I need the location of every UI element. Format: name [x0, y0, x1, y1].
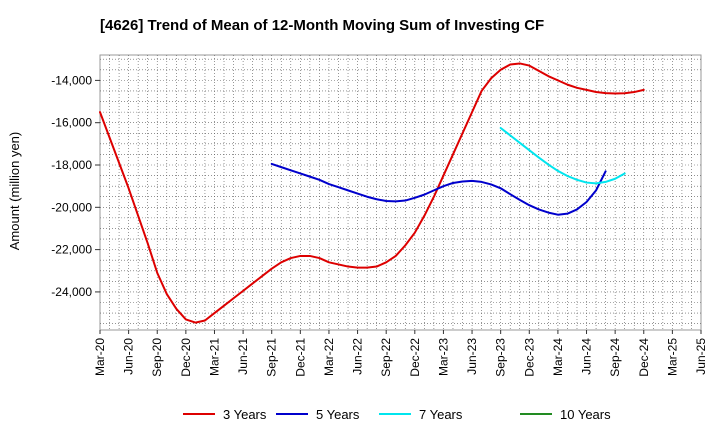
- series-line-3-years: [99, 62, 645, 324]
- series-line-5-years: [270, 162, 607, 216]
- x-tick-label: Sep-22: [379, 338, 393, 377]
- y-tick-label: -20,000: [51, 200, 92, 214]
- x-tick-label: Jun-21: [236, 338, 250, 375]
- x-tick-label: Mar-25: [665, 338, 679, 376]
- y-tick-label: -18,000: [51, 158, 92, 172]
- x-tick-label: Mar-21: [207, 338, 221, 376]
- x-tick-label: Jun-23: [465, 338, 479, 375]
- y-tick-label: -22,000: [51, 243, 92, 257]
- plot-area: [99, 54, 702, 331]
- x-axis: Mar-20 Jun-20 Sep-20 Dec-20 Mar-21 Jun-21 Sep-…: [93, 330, 708, 377]
- series-line-7-years: [499, 126, 626, 185]
- x-tick-label: Sep-20: [150, 338, 164, 377]
- x-tick-label: Jun-25: [694, 338, 708, 375]
- x-tick-label: Jun-20: [122, 338, 136, 375]
- x-tick-label: Mar-23: [436, 338, 450, 376]
- x-tick-label: Sep-23: [494, 338, 508, 377]
- x-tick-label: Mar-22: [322, 338, 336, 376]
- x-tick-label: Dec-20: [179, 338, 193, 377]
- legend-label-3-years: 3 Years: [223, 407, 267, 422]
- x-tick-label: Mar-20: [93, 338, 107, 376]
- legend-label-10-years: 10 Years: [560, 407, 611, 422]
- plot-frame: [99, 54, 702, 331]
- y-tick-label: -24,000: [51, 285, 92, 299]
- legend-label-7-years: 7 Years: [419, 407, 463, 422]
- y-axis: -14,000 -16,000 -18,000 -20,000 -22,000 -24,0…: [51, 73, 100, 299]
- x-tick-label: Jun-24: [580, 338, 594, 375]
- x-tick-label: Dec-21: [293, 338, 307, 377]
- x-tick-label: Dec-22: [408, 338, 422, 377]
- grid: [100, 55, 701, 330]
- x-tick-label: Mar-24: [551, 338, 565, 376]
- legend-label-5-years: 5 Years: [316, 407, 360, 422]
- x-tick-label: Dec-23: [522, 338, 536, 377]
- x-tick-label: Sep-21: [265, 338, 279, 377]
- legend: 3 Years 5 Years 7 Years 10 Years: [183, 407, 611, 422]
- x-tick-label: Jun-22: [351, 338, 365, 375]
- x-tick-label: Sep-24: [608, 338, 622, 377]
- y-tick-label: -16,000: [51, 116, 92, 130]
- y-axis-label: Amount (million yen): [7, 132, 22, 251]
- chart-title: [4626] Trend of Mean of 12-Month Moving …: [100, 17, 544, 34]
- series-group: [99, 62, 645, 324]
- y-tick-label: -14,000: [51, 73, 92, 87]
- x-tick-label: Dec-24: [637, 338, 651, 377]
